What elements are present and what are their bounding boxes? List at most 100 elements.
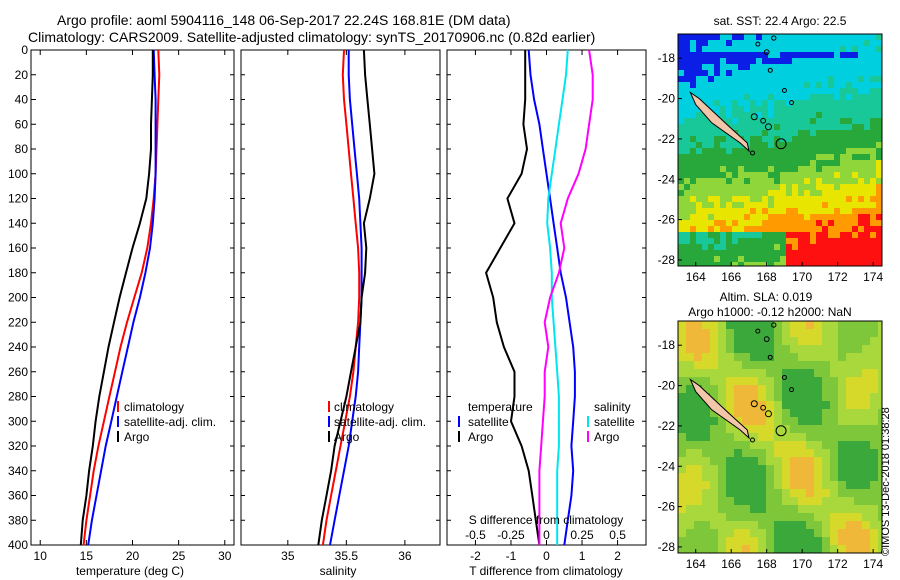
heatmap-cell (694, 497, 702, 505)
heatmap-cell (690, 52, 696, 58)
heatmap-cell (782, 457, 790, 465)
heatmap-cell (828, 184, 834, 190)
heatmap-cell (822, 154, 828, 160)
heatmap-cell (822, 262, 828, 266)
heatmap-cell (822, 473, 830, 481)
heatmap-cell (738, 256, 744, 262)
heatmap-cell (786, 160, 792, 166)
heatmap-cell (834, 190, 840, 196)
heatmap-cell (870, 489, 878, 497)
heatmap-cell (786, 46, 792, 52)
heatmap-cell (786, 250, 792, 256)
heatmap-cell (878, 385, 882, 393)
heatmap-cell (814, 457, 822, 465)
heatmap-cell (750, 124, 756, 130)
heatmap-cell (750, 58, 756, 64)
heatmap-cell (726, 337, 734, 345)
island-outline (750, 437, 756, 443)
heatmap-cell (702, 238, 708, 244)
heatmap-cell (696, 238, 702, 244)
heatmap-cell (690, 76, 696, 82)
heatmap-cell (810, 220, 816, 226)
heatmap-cell (726, 196, 732, 202)
heatmap-cell (690, 82, 696, 88)
heatmap-cell (702, 244, 708, 250)
heatmap-cell (814, 393, 822, 401)
heatmap-cell (846, 142, 852, 148)
heatmap-cell (756, 106, 762, 112)
heatmap-cell (768, 112, 774, 118)
heatmap-cell (834, 226, 840, 232)
heatmap-cell (858, 226, 864, 232)
heatmap-cell (756, 34, 762, 40)
heatmap-cell (838, 489, 846, 497)
heatmap-cell (744, 172, 750, 178)
heatmap-cell (810, 202, 816, 208)
heatmap-cell (878, 513, 882, 521)
salinity-plot-frame (240, 49, 441, 546)
heatmap-cell (720, 142, 726, 148)
x-tick-label: 0 (543, 549, 550, 563)
heatmap-cell (718, 401, 726, 409)
heatmap-cell (774, 262, 780, 266)
heatmap-cell (694, 361, 702, 369)
heatmap-cell (750, 457, 758, 465)
heatmap-cell (840, 118, 846, 124)
heatmap-cell (846, 433, 854, 441)
heatmap-cell (750, 154, 756, 160)
island-outline (767, 67, 773, 73)
heatmap-cell (876, 136, 882, 142)
heatmap-cell (816, 160, 822, 166)
heatmap-cell (858, 208, 864, 214)
heatmap-cell (810, 118, 816, 124)
heatmap-cell (744, 118, 750, 124)
heatmap-cell (862, 545, 870, 553)
heatmap-cell (702, 172, 708, 178)
heatmap-cell (684, 58, 690, 64)
heatmap-cell (702, 76, 708, 82)
heatmap-cell (840, 34, 846, 40)
heatmap-cell (804, 46, 810, 52)
heatmap-cell (846, 220, 852, 226)
heatmap-cell (684, 202, 690, 208)
heatmap-cell (858, 148, 864, 154)
heatmap-cell (864, 106, 870, 112)
heatmap-cell (678, 220, 684, 226)
heatmap-cell (870, 513, 878, 521)
heatmap-cell (864, 58, 870, 64)
heatmap-cell (738, 226, 744, 232)
heatmap-cell (710, 369, 718, 377)
heatmap-cell (762, 112, 768, 118)
heatmap-cell (702, 353, 710, 361)
heatmap-cell (816, 220, 822, 226)
heatmap-cell (766, 409, 774, 417)
heatmap-cell (864, 202, 870, 208)
heatmap-cell (798, 136, 804, 142)
heatmap-cell (714, 130, 720, 136)
series-line-salinity-satellite (546, 49, 569, 545)
heatmap-cell (838, 361, 846, 369)
heatmap-cell (810, 88, 816, 94)
heatmap-cell (696, 214, 702, 220)
heatmap-cell (782, 377, 790, 385)
heatmap-cell (806, 337, 814, 345)
heatmap-cell (790, 545, 798, 553)
heatmap-cell (750, 172, 756, 178)
legend-label-argo: Argo (124, 430, 150, 444)
heatmap-cell (858, 34, 864, 40)
heatmap-cell (720, 262, 726, 266)
heatmap-cell (768, 118, 774, 124)
heatmap-cell (786, 64, 792, 70)
heatmap-cell (750, 244, 756, 250)
heatmap-cell (684, 142, 690, 148)
heatmap-cell (774, 130, 780, 136)
heatmap-cell (804, 166, 810, 172)
heatmap-cell (774, 473, 782, 481)
heatmap-cell (720, 106, 726, 112)
heatmap-cell (678, 154, 684, 160)
heatmap-cell (846, 106, 852, 112)
heatmap-cell (846, 250, 852, 256)
heatmap-cell (726, 154, 732, 160)
heatmap-cell (852, 190, 858, 196)
heatmap-cell (690, 142, 696, 148)
